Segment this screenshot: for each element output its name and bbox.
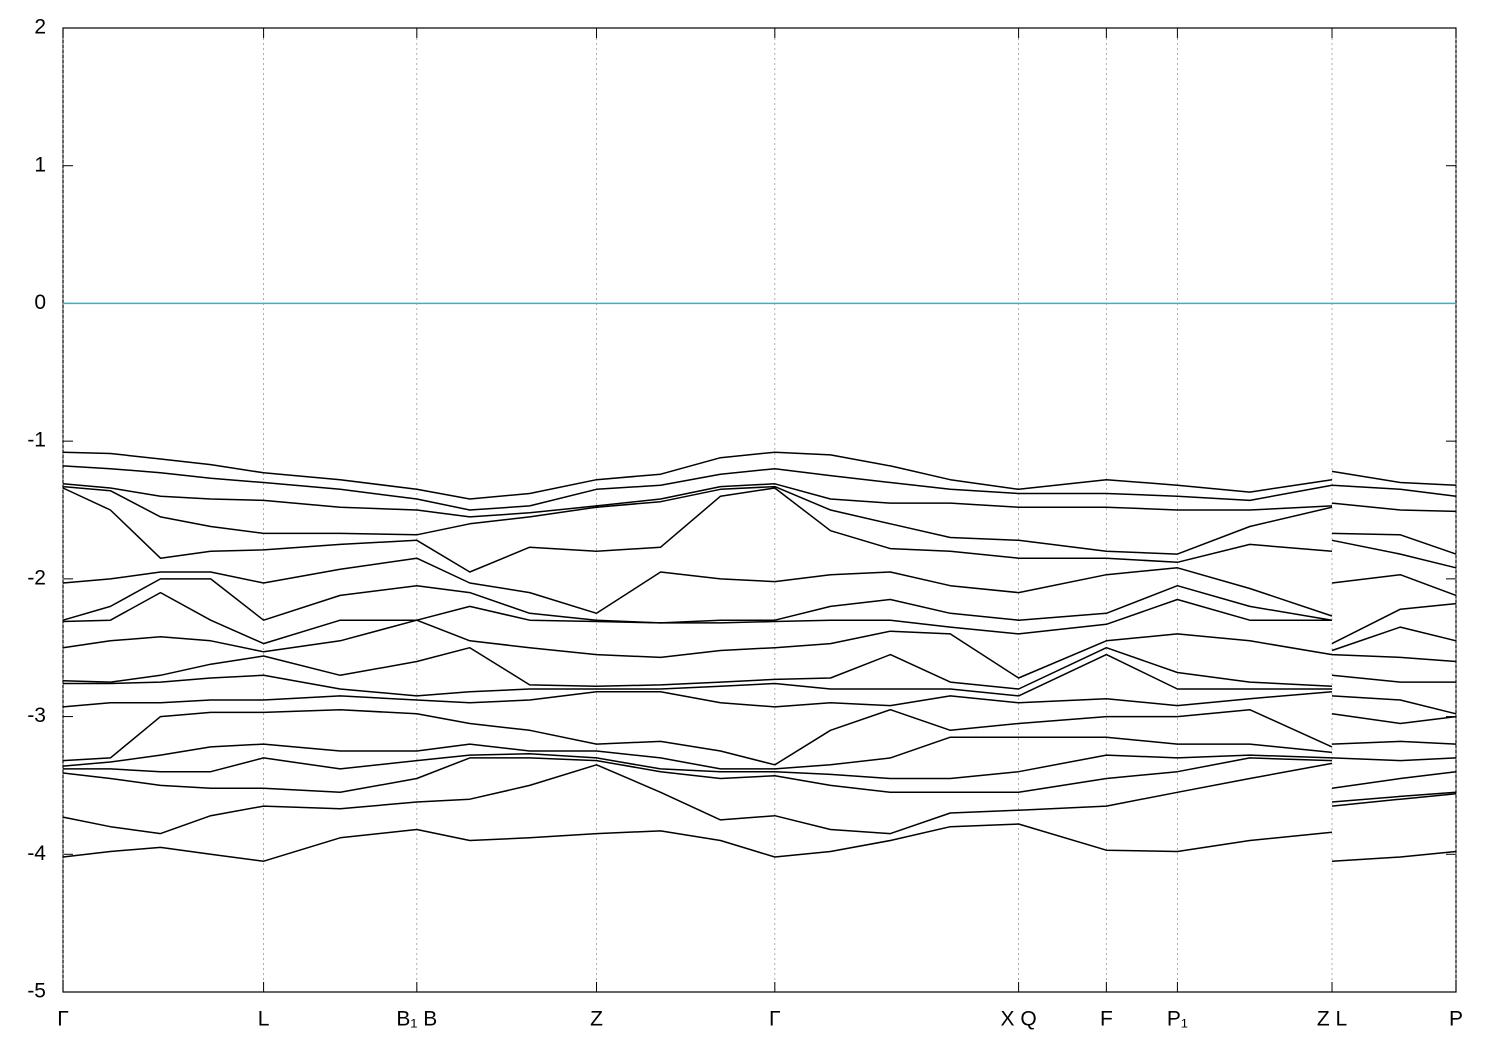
band-line [62,483,1457,518]
x-tick-label: Γ [57,1008,69,1031]
y-tick-label: 2 [34,16,46,39]
band-line [62,465,1457,511]
band-line [63,653,1457,715]
y-tick-label: -1 [27,429,46,452]
band-line [62,487,1457,573]
x-tick-label: Z [590,1008,603,1031]
y-tick-label: 1 [34,153,46,176]
x-tick-label: Γ [769,1008,781,1031]
band-line [62,736,1457,770]
y-tick-label: -5 [27,980,46,1003]
x-tick-label: X Q [1001,1008,1037,1031]
x-tick-label: Z L [1317,1008,1347,1031]
x-tick-label: P [1449,1008,1463,1031]
band-line [62,485,1457,555]
band-line [62,757,1457,803]
band-line [63,753,1457,789]
band-line [62,762,1457,835]
band-line [62,591,1457,652]
x-tick-label: B₁ B [396,1008,437,1031]
band-line [62,557,1457,617]
x-tick-label: F [1100,1008,1113,1031]
x-tick-label: L [258,1008,270,1031]
y-tick-label: 0 [34,291,46,314]
x-tick-label: P₁ [1167,1008,1188,1031]
band-line [62,646,1456,690]
band-line [62,708,1457,766]
y-tick-label: -3 [27,704,46,727]
band-line [62,691,1457,725]
band-line [62,451,1457,500]
band-line [62,619,1457,679]
band-line [62,578,1457,645]
y-tick-label: -2 [27,566,46,589]
band-line [62,823,1457,862]
y-tick-label: -4 [27,842,46,865]
